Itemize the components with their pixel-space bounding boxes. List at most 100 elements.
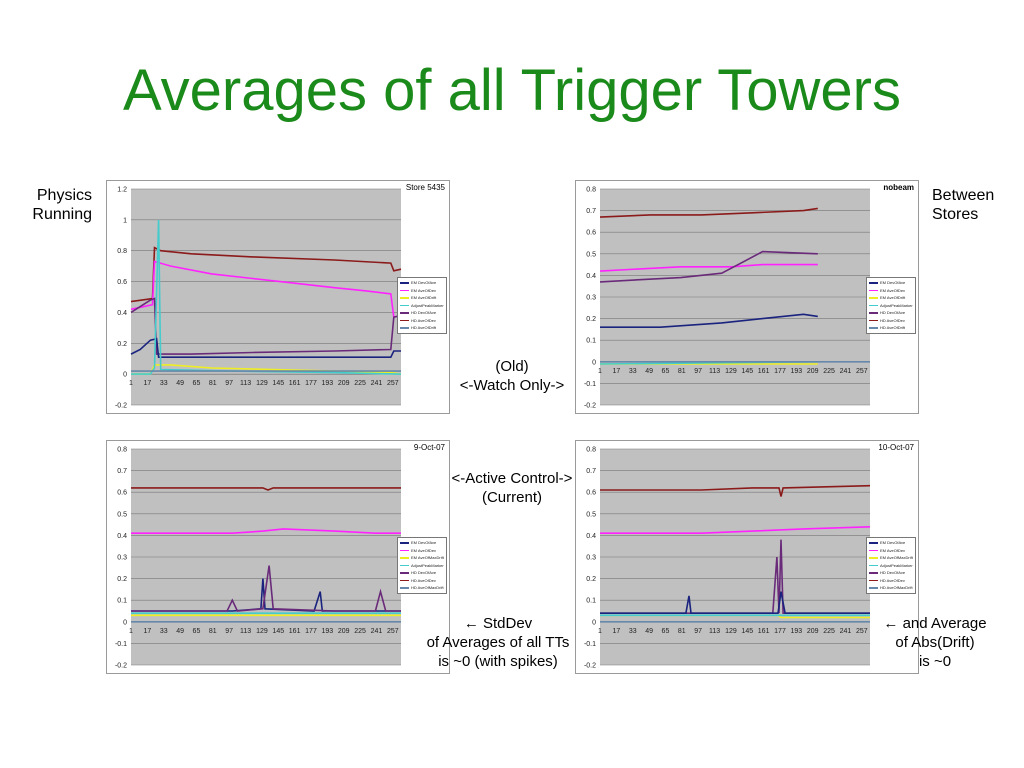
legend-entry: EM AveOfMaxDrift — [400, 554, 444, 562]
y-tick-label: 0 — [592, 619, 596, 626]
legend-label: HD AveOfDrift — [880, 325, 906, 331]
x-tick-label: 241 — [840, 628, 852, 635]
legend-swatch — [869, 572, 878, 574]
legend-label: EM AveOfDev — [411, 547, 437, 553]
legend-entry: EM AveOfMaxDrift — [869, 554, 913, 562]
note-stddev-line-3: is ~0 (with spikes) — [438, 653, 558, 670]
x-tick-label: 161 — [758, 628, 770, 635]
y-tick-label: 0.8 — [117, 447, 127, 454]
legend-entry: HD AveOfDrift — [400, 324, 444, 332]
legend-entry: HD AveOfDev — [400, 317, 444, 325]
legend-label: EM AveOfDev — [411, 287, 437, 293]
note-drift-line-3: is ~0 — [918, 653, 952, 670]
legend-entry: HD DevOfAve — [400, 309, 444, 317]
y-tick-label: -0.1 — [584, 641, 596, 648]
x-tick-label: 97 — [694, 628, 702, 635]
y-tick-label: 0.4 — [117, 533, 127, 540]
x-tick-label: 33 — [160, 628, 168, 635]
x-tick-label: 65 — [662, 628, 670, 635]
y-tick-label: 0.4 — [586, 533, 596, 540]
y-tick-label: -0.2 — [115, 663, 127, 670]
legend-entry: HD DevOfAve — [400, 569, 444, 577]
physics-running-label: Physics Running — [22, 186, 92, 224]
x-tick-label: 193 — [791, 628, 803, 635]
y-tick-label: 0 — [123, 619, 127, 626]
series-line-3 — [130, 337, 401, 358]
legend-entry: HD AveOfDev — [869, 577, 913, 585]
chart-svg: -0.2 -0.1 0 0.1 0.2 0.3 0.4 0.5 0.6 0.7 0.8 1 17 33 49… — [115, 443, 446, 670]
y-tick-label: 1 — [123, 217, 127, 224]
x-tick-label: 257 — [387, 628, 399, 635]
x-tick-label: 1 — [598, 368, 602, 375]
x-tick-label: 49 — [176, 380, 184, 387]
series-line-1 — [600, 526, 871, 534]
legend-entry: EM DevOfAve — [400, 279, 444, 287]
y-tick-label: -0.2 — [584, 403, 596, 410]
y-tick-label: 0.2 — [117, 341, 127, 348]
legend-swatch — [400, 289, 409, 291]
legend-entry: EM AveOfDev — [869, 287, 913, 295]
note-stddev-line-1: ← StdDev — [463, 615, 533, 632]
legend-swatch — [400, 542, 409, 544]
legend-label: AdjustPeakMarker — [880, 562, 913, 568]
note-old: (Old) <-Watch Only-> — [452, 357, 572, 395]
y-tick-label: 0.6 — [117, 490, 127, 497]
legend-entry: HD AveOfMaxDrift — [400, 584, 444, 592]
series-line-3 — [600, 313, 818, 328]
legend-label: AdjustPeakMarker — [880, 302, 913, 308]
x-tick-label: 33 — [629, 628, 637, 635]
chart-legend: EM DevOfAve EM AveOfDev EM AveOfDrift Adjus… — [866, 277, 916, 334]
between-stores-line-1: Between — [932, 187, 995, 204]
legend-label: EM DevOfAve — [880, 280, 906, 286]
y-tick-label: 0.6 — [586, 230, 596, 237]
x-tick-label: 17 — [143, 628, 151, 635]
x-tick-label: 113 — [709, 368, 720, 375]
physics-running-line-2: Running — [32, 206, 92, 223]
x-tick-label: 193 — [791, 368, 803, 375]
legend-swatch — [869, 319, 878, 321]
y-tick-label: 0.2 — [586, 576, 596, 583]
series-line-1 — [131, 528, 401, 534]
legend-entry: HD AveOfDev — [869, 317, 913, 325]
x-tick-label: 1 — [129, 380, 133, 387]
y-tick-label: 0.3 — [586, 295, 596, 302]
chart-svg: -0.2 -0.1 0 0.1 0.2 0.3 0.4 0.5 0.6 0.7 0.8 1 17 33 49… — [584, 183, 914, 410]
x-tick-label: 225 — [354, 380, 366, 387]
chart-store-5435: -0.2 0 0.2 0.4 0.6 0.8 1 1.2 1 17 33 49 65 81 97 113 129… — [106, 180, 450, 414]
legend-swatch — [400, 319, 409, 321]
y-tick-label: 0.1 — [117, 598, 127, 605]
chart-title: 10-Oct-07 — [878, 443, 914, 452]
legend-swatch — [869, 564, 878, 566]
series-line-1 — [599, 263, 818, 272]
chart-legend: EM DevOfAve EM AveOfDev EM AveOfDrift Adjus… — [397, 277, 447, 334]
note-old-line-1: (Old) — [495, 358, 529, 375]
y-tick-label: 0 — [592, 359, 596, 366]
legend-swatch — [869, 557, 878, 559]
note-stddev-line-2: of Averages of all TTs — [426, 634, 570, 651]
legend-entry: HD DevOfAve — [869, 569, 913, 577]
series-line-3 — [600, 591, 870, 614]
x-tick-label: 129 — [725, 628, 737, 635]
x-tick-label: 225 — [823, 628, 835, 635]
x-tick-label: 177 — [774, 628, 786, 635]
x-tick-label: 161 — [289, 628, 301, 635]
legend-swatch — [400, 572, 409, 574]
legend-label: HD DevOfAve — [880, 310, 906, 316]
y-tick-label: 0.6 — [117, 279, 127, 286]
note-stddev: ← StdDev of Averages of all TTs is ~0 (w… — [412, 614, 584, 671]
y-tick-label: -0.2 — [115, 403, 127, 410]
x-tick-label: 81 — [209, 628, 217, 635]
legend-swatch — [400, 557, 409, 559]
legend-entry: EM AveOfDrift — [869, 294, 913, 302]
legend-label: HD AveOfDev — [411, 317, 436, 323]
x-tick-label: 161 — [289, 380, 301, 387]
x-tick-label: 33 — [629, 368, 637, 375]
legend-swatch — [869, 579, 878, 581]
y-tick-label: 0.4 — [117, 310, 127, 317]
x-tick-label: 193 — [322, 380, 334, 387]
x-tick-label: 97 — [225, 380, 233, 387]
legend-label: AdjustPeakMarker — [411, 302, 444, 308]
x-tick-label: 177 — [305, 628, 317, 635]
legend-swatch — [869, 327, 878, 329]
legend-entry: EM AveOfDev — [400, 547, 444, 555]
